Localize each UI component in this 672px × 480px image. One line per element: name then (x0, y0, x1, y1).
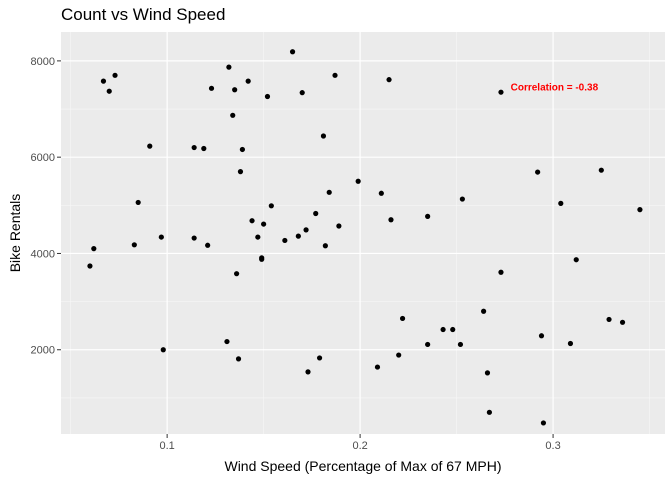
data-point (305, 369, 311, 375)
data-point (191, 144, 197, 151)
data-point (396, 352, 402, 358)
data-point (135, 199, 141, 206)
data-point (232, 87, 238, 93)
data-point (87, 263, 93, 269)
minor-gridlines (61, 32, 665, 434)
data-point (259, 256, 265, 262)
y-axis-title: Bike Rentals (7, 194, 23, 273)
data-point (158, 234, 164, 240)
data-point (264, 93, 271, 100)
y-tick-label: 2000 (31, 345, 55, 357)
data-point (399, 315, 406, 322)
data-point (249, 218, 255, 224)
data-point (538, 333, 545, 339)
data-point (201, 145, 207, 152)
x-tick-label: 0.2 (352, 440, 367, 452)
data-point (374, 364, 381, 370)
data-point (457, 341, 464, 348)
plot-panel (61, 32, 665, 434)
data-point (235, 356, 242, 362)
data-point (160, 347, 166, 353)
data-point (332, 72, 338, 78)
data-point (230, 112, 236, 118)
data-point (619, 319, 626, 325)
data-point (208, 85, 215, 91)
data-point (386, 77, 392, 83)
data-point (388, 217, 394, 223)
data-point (540, 420, 547, 426)
data-points (87, 49, 643, 426)
y-tick-label: 8000 (31, 56, 55, 68)
data-point (205, 242, 211, 248)
data-point (486, 409, 492, 415)
correlation-annotation: Correlation = -0.38 (511, 82, 599, 93)
data-point (498, 89, 504, 95)
data-point (224, 338, 230, 345)
data-point (336, 223, 342, 229)
data-point (322, 243, 328, 249)
data-point (234, 271, 240, 277)
data-point (320, 133, 327, 139)
data-point (147, 143, 153, 149)
chart-title: Count vs Wind Speed (61, 5, 226, 24)
data-point (295, 233, 301, 239)
data-point (484, 370, 491, 376)
data-point (261, 221, 267, 227)
data-point (313, 210, 319, 217)
data-point (481, 308, 487, 314)
data-point (440, 326, 446, 333)
data-point (425, 213, 431, 219)
data-point (226, 64, 232, 70)
data-point (299, 90, 305, 96)
data-point (425, 341, 431, 348)
data-point (378, 190, 384, 196)
major-gridlines (61, 32, 665, 434)
data-point (282, 237, 288, 244)
x-tick-label: 0.3 (545, 440, 560, 452)
data-point (106, 88, 112, 94)
data-point (245, 78, 251, 84)
data-point (606, 316, 612, 323)
data-point (268, 203, 274, 209)
y-tick-label: 4000 (31, 248, 55, 260)
data-point (535, 169, 541, 175)
data-point (100, 78, 107, 84)
data-point (289, 49, 296, 55)
data-point (459, 196, 465, 202)
x-axis-ticks: 0.1 0.2 0.3 (159, 434, 561, 452)
y-tick-label: 6000 (31, 152, 55, 164)
data-point (112, 72, 118, 78)
data-point (637, 207, 643, 213)
data-point (91, 246, 97, 252)
data-point (450, 326, 456, 333)
x-axis-title: Wind Speed (Percentage of Max of 67 MPH) (224, 458, 501, 474)
data-point (316, 355, 323, 361)
data-point (573, 257, 579, 263)
data-point (355, 178, 361, 184)
data-point (255, 234, 261, 240)
y-axis-ticks: 2000 4000 6000 8000 (31, 56, 61, 357)
data-point (303, 227, 309, 233)
data-point (237, 169, 244, 175)
data-point (326, 189, 332, 195)
data-point (131, 242, 137, 248)
data-point (239, 146, 245, 153)
data-point (567, 340, 574, 347)
data-point (598, 167, 604, 173)
data-point (191, 235, 197, 241)
data-point (558, 200, 564, 206)
data-point (498, 269, 504, 275)
x-tick-label: 0.1 (159, 440, 174, 452)
